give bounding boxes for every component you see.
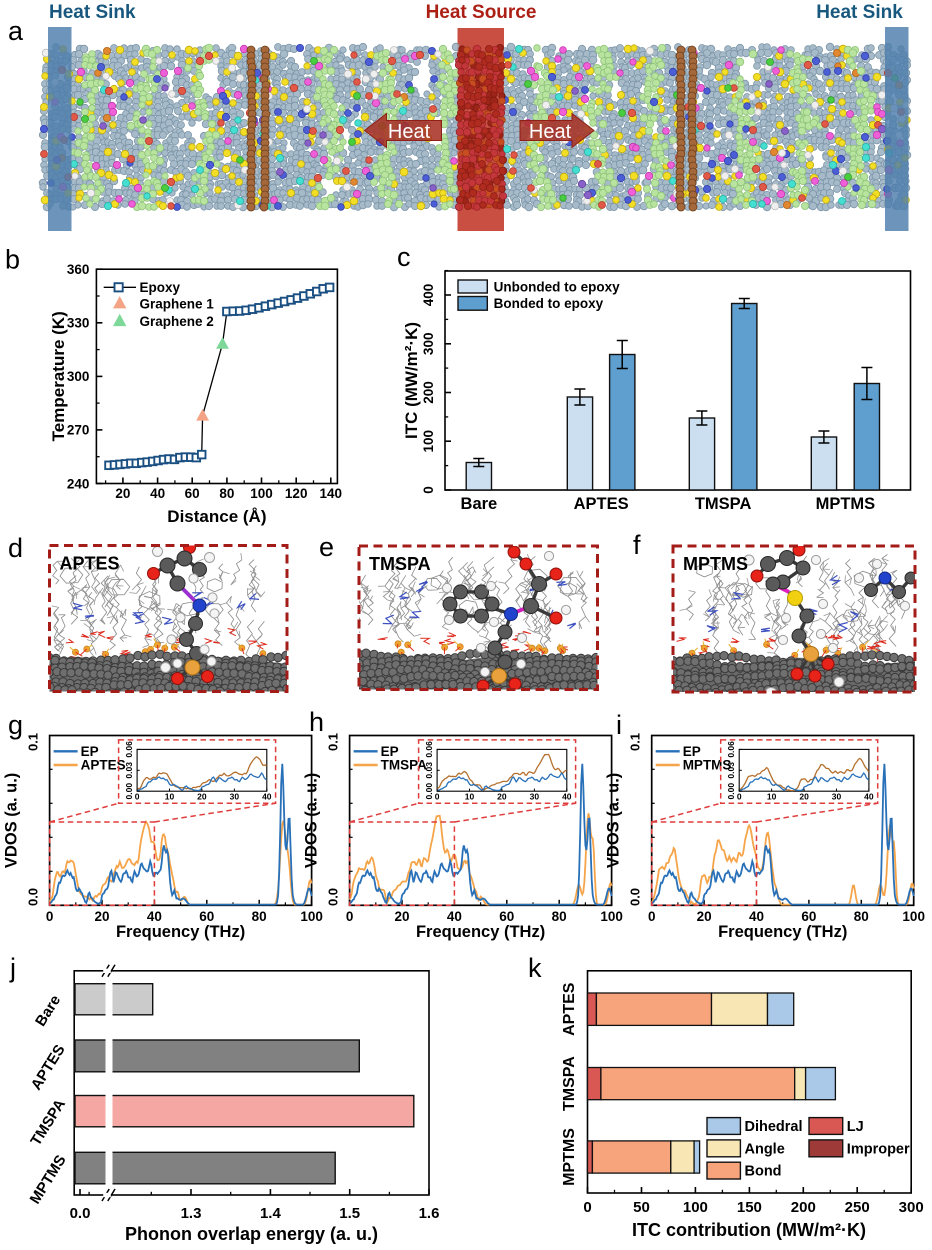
svg-text:APTES: APTES: [574, 495, 629, 513]
svg-text:APTES: APTES: [60, 554, 120, 574]
svg-text:140: 140: [320, 486, 343, 501]
svg-text:Epoxy: Epoxy: [140, 280, 181, 295]
svg-text:100: 100: [250, 486, 273, 501]
svg-text:300: 300: [67, 369, 90, 384]
svg-text:270: 270: [67, 423, 90, 438]
svg-text:360: 360: [67, 262, 90, 277]
svg-text:Graphene 2: Graphene 2: [140, 314, 214, 329]
svg-text:Bonded to epoxy: Bonded to epoxy: [494, 296, 604, 311]
svg-text:Bare: Bare: [461, 495, 498, 513]
svg-text:Heat Sink: Heat Sink: [49, 2, 136, 23]
svg-text:ITC (MW/m²·K): ITC (MW/m²·K): [402, 322, 421, 439]
svg-text:MPTMS: MPTMS: [816, 495, 876, 513]
svg-text:Heat: Heat: [388, 121, 431, 143]
svg-text:300: 300: [421, 333, 436, 356]
svg-text:TMSPA: TMSPA: [695, 495, 752, 513]
svg-text:240: 240: [67, 476, 90, 491]
svg-text:40: 40: [150, 486, 165, 501]
svg-text:Temperature (K): Temperature (K): [49, 311, 68, 441]
svg-text:Graphene 1: Graphene 1: [140, 296, 215, 311]
svg-text:Heat Sink: Heat Sink: [816, 2, 903, 23]
svg-text:60: 60: [185, 486, 200, 501]
svg-text:200: 200: [421, 381, 436, 404]
svg-text:Unbonded to epoxy: Unbonded to epoxy: [494, 279, 620, 294]
svg-text:100: 100: [421, 430, 436, 453]
svg-text:330: 330: [67, 316, 90, 331]
svg-text:Heat Source: Heat Source: [426, 2, 537, 23]
svg-text:80: 80: [219, 486, 234, 501]
svg-text:20: 20: [115, 486, 130, 501]
svg-text:400: 400: [421, 284, 436, 307]
svg-text:120: 120: [285, 486, 308, 501]
svg-text:Distance (Å): Distance (Å): [167, 507, 266, 526]
svg-text:0: 0: [421, 486, 436, 494]
svg-text:Heat: Heat: [529, 121, 572, 143]
